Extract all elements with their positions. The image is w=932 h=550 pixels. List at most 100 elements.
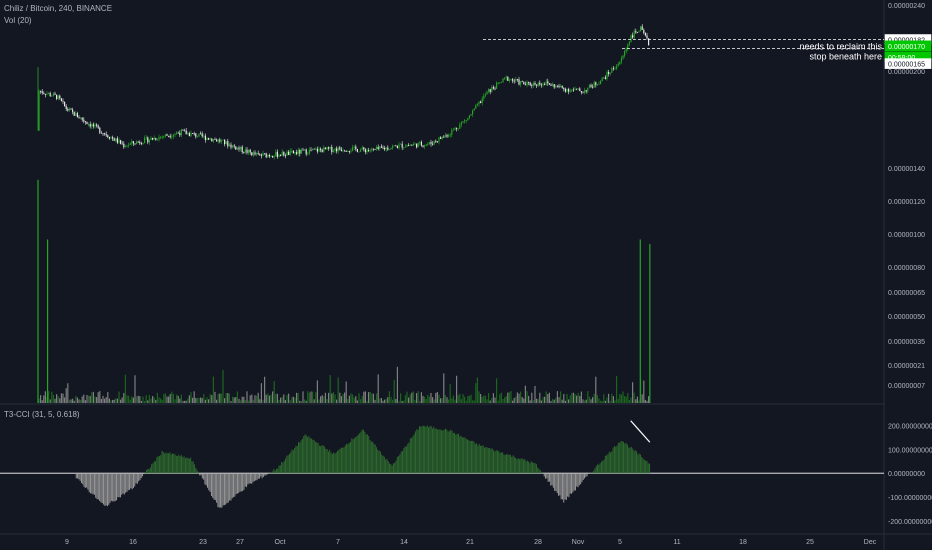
volume-bar — [601, 400, 603, 403]
time-tick-label: 27 — [236, 539, 244, 546]
volume-bar — [473, 400, 475, 403]
volume-bar — [350, 393, 352, 403]
volume-bar — [417, 391, 419, 403]
volume-bar — [552, 398, 554, 403]
candle-body — [137, 141, 139, 143]
candle-body — [534, 82, 536, 85]
candle-body — [187, 133, 189, 135]
volume-bar — [233, 397, 235, 403]
volume-spike — [639, 239, 641, 403]
volume-bar — [600, 400, 602, 403]
candle-body — [648, 38, 650, 46]
candle-body — [640, 26, 642, 32]
candle-body — [134, 143, 136, 145]
volume-bar — [539, 392, 541, 403]
volume-bar — [60, 393, 62, 403]
price-tick-label: 0.00000021 — [888, 363, 925, 370]
volume-bar — [422, 395, 424, 403]
candle-body — [644, 33, 646, 36]
volume-bar — [284, 400, 286, 403]
candle-body — [518, 79, 520, 85]
volume-bar — [403, 400, 405, 403]
volume-bar — [414, 399, 416, 403]
volume-bar — [628, 400, 630, 403]
volume-bar — [92, 391, 94, 403]
volume-bar — [174, 399, 176, 403]
volume-bar — [635, 399, 637, 403]
volume-bar — [528, 395, 530, 403]
candle-body — [144, 137, 146, 144]
candle-body — [240, 146, 242, 150]
volume-bar — [484, 395, 486, 403]
volume-bar — [80, 399, 82, 403]
candle-body — [531, 85, 533, 87]
candle-body — [41, 91, 43, 94]
volume-bar — [161, 399, 163, 403]
volume-bar — [481, 396, 483, 403]
candle-body — [537, 82, 539, 86]
candle-body — [433, 140, 435, 145]
candle-body — [59, 95, 61, 99]
volume-bar — [267, 393, 269, 403]
divergence-line[interactable] — [630, 420, 651, 443]
candle-body — [366, 150, 368, 153]
volume-bar — [299, 400, 301, 403]
volume-bar — [510, 391, 512, 403]
candle-body — [193, 133, 195, 135]
candle-body — [529, 82, 531, 86]
time-tick-label: 7 — [336, 539, 340, 546]
candle-body — [420, 142, 422, 146]
candle-body — [142, 143, 144, 144]
candle-body — [571, 89, 573, 91]
candle-body — [470, 114, 472, 116]
candle-body — [224, 139, 226, 145]
volume-bar — [440, 398, 442, 403]
candle-body — [472, 110, 474, 115]
candle-body — [195, 133, 197, 137]
candle-body — [220, 140, 222, 142]
candle-body — [83, 119, 85, 122]
volume-bar — [390, 396, 392, 403]
candle-body — [139, 142, 141, 144]
candle-body — [209, 138, 211, 140]
volume-bar — [486, 399, 488, 403]
candle-body — [361, 147, 363, 150]
volume-bar — [537, 399, 539, 403]
volume-bar — [491, 397, 493, 403]
candle-body — [619, 61, 621, 65]
candle-body — [249, 149, 251, 153]
oscillator-indicator-label[interactable]: T3-CCI (31, 5, 0.618) — [4, 410, 80, 419]
candle-body — [561, 85, 563, 88]
price-tick-label: 0.00000080 — [888, 265, 925, 272]
candle-body — [185, 130, 187, 135]
candle-body — [272, 156, 274, 158]
volume-bar — [620, 394, 622, 403]
volume-bar — [108, 398, 110, 403]
volume-bar — [179, 398, 181, 403]
candle-body — [257, 153, 259, 154]
candle-body — [273, 156, 275, 158]
candle-body — [460, 122, 462, 125]
candle-body — [579, 88, 581, 92]
volume-bar — [294, 397, 296, 403]
volume-bar — [318, 399, 320, 403]
volume-bar — [384, 399, 386, 403]
candle-body — [526, 82, 528, 86]
volume-bar — [169, 393, 171, 403]
candle-body — [99, 127, 101, 133]
candle-body — [521, 81, 523, 83]
volume-bar — [582, 399, 584, 403]
candle-body — [574, 88, 576, 90]
candle-body — [262, 153, 264, 156]
volume-bar — [617, 398, 619, 403]
candle-body — [316, 148, 318, 152]
volume-bar — [564, 400, 566, 403]
volume-bar — [398, 400, 400, 403]
candle-body — [105, 133, 107, 136]
candle-body — [313, 148, 315, 150]
volume-bar — [516, 392, 518, 403]
volume-indicator-label[interactable]: Vol (20) — [4, 16, 32, 25]
candle-body — [512, 79, 514, 81]
time-tick-label: 14 — [400, 539, 408, 546]
